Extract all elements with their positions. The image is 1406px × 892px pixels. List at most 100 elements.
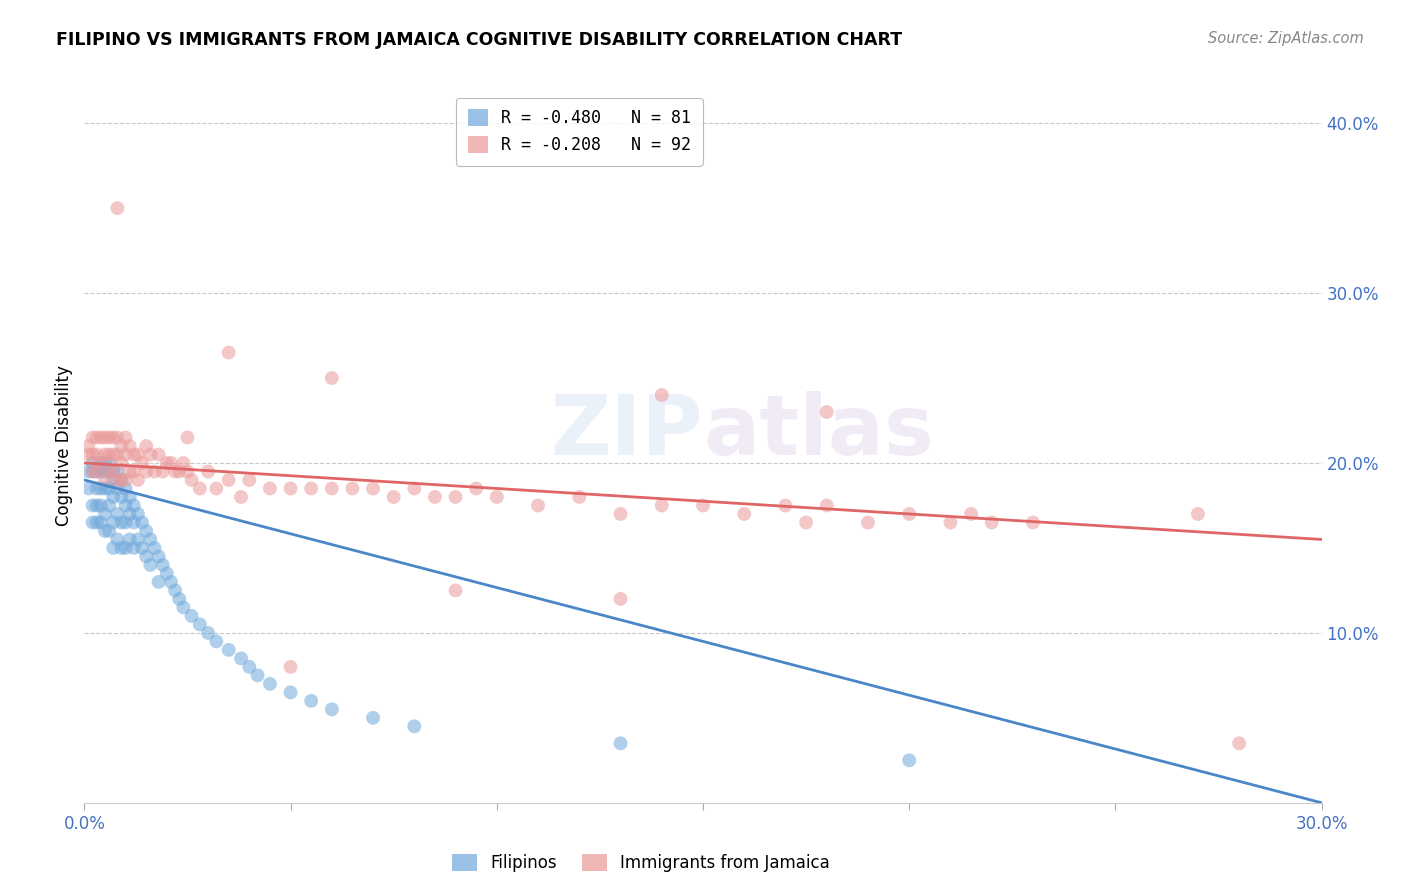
Point xyxy=(90,430,112,444)
Point xyxy=(156,456,179,470)
Point xyxy=(118,439,141,453)
Point xyxy=(229,651,252,665)
Point xyxy=(98,499,121,513)
Point xyxy=(856,516,879,530)
Point xyxy=(485,490,508,504)
Point xyxy=(651,499,673,513)
Point xyxy=(98,465,121,479)
Point xyxy=(94,473,117,487)
Point xyxy=(122,499,145,513)
Point xyxy=(172,600,194,615)
Point xyxy=(77,448,100,462)
Point xyxy=(188,482,211,496)
Point xyxy=(148,574,170,589)
Point xyxy=(94,465,117,479)
Point xyxy=(197,626,219,640)
Point xyxy=(218,345,240,359)
Point xyxy=(1022,516,1045,530)
Point xyxy=(131,456,153,470)
Point xyxy=(139,558,162,572)
Point xyxy=(122,448,145,462)
Text: FILIPINO VS IMMIGRANTS FROM JAMAICA COGNITIVE DISABILITY CORRELATION CHART: FILIPINO VS IMMIGRANTS FROM JAMAICA COGN… xyxy=(56,31,903,49)
Point xyxy=(775,499,797,513)
Point xyxy=(103,490,125,504)
Point xyxy=(103,473,125,487)
Point xyxy=(143,465,166,479)
Point xyxy=(527,499,550,513)
Point xyxy=(103,541,125,555)
Point xyxy=(86,516,108,530)
Point xyxy=(103,448,125,462)
Point xyxy=(444,490,467,504)
Point xyxy=(939,516,962,530)
Point xyxy=(898,753,921,767)
Point xyxy=(135,439,157,453)
Point xyxy=(160,456,183,470)
Point xyxy=(135,524,157,538)
Point xyxy=(321,371,343,385)
Point xyxy=(114,541,136,555)
Point xyxy=(118,507,141,521)
Point xyxy=(205,634,228,648)
Point xyxy=(165,583,187,598)
Point xyxy=(98,465,121,479)
Point xyxy=(1187,507,1209,521)
Point xyxy=(94,507,117,521)
Point xyxy=(167,591,190,606)
Point xyxy=(815,405,838,419)
Point xyxy=(127,533,149,547)
Point xyxy=(609,736,631,750)
Point xyxy=(98,448,121,462)
Point xyxy=(103,465,125,479)
Point xyxy=(794,516,817,530)
Point xyxy=(280,660,302,674)
Point xyxy=(299,694,322,708)
Point xyxy=(110,473,132,487)
Text: ZIP: ZIP xyxy=(551,392,703,472)
Point xyxy=(609,507,631,521)
Point xyxy=(180,473,202,487)
Point xyxy=(176,430,198,444)
Point xyxy=(82,465,104,479)
Point xyxy=(94,448,117,462)
Point xyxy=(280,685,302,699)
Point xyxy=(114,430,136,444)
Point xyxy=(94,430,117,444)
Point xyxy=(114,448,136,462)
Point xyxy=(980,516,1002,530)
Point xyxy=(90,482,112,496)
Point xyxy=(103,516,125,530)
Point xyxy=(131,541,153,555)
Point xyxy=(122,465,145,479)
Point xyxy=(238,660,260,674)
Point xyxy=(218,643,240,657)
Point xyxy=(139,448,162,462)
Point xyxy=(342,482,364,496)
Point xyxy=(259,677,281,691)
Point xyxy=(98,482,121,496)
Point xyxy=(321,482,343,496)
Point xyxy=(139,533,162,547)
Point xyxy=(90,465,112,479)
Legend: Filipinos, Immigrants from Jamaica: Filipinos, Immigrants from Jamaica xyxy=(444,846,838,880)
Point xyxy=(122,516,145,530)
Point xyxy=(86,430,108,444)
Point xyxy=(404,482,426,496)
Point xyxy=(127,448,149,462)
Point xyxy=(114,482,136,496)
Point xyxy=(238,473,260,487)
Point xyxy=(90,456,112,470)
Point xyxy=(82,430,104,444)
Point xyxy=(82,499,104,513)
Point xyxy=(229,490,252,504)
Point xyxy=(692,499,714,513)
Point xyxy=(105,473,128,487)
Point xyxy=(110,456,132,470)
Point xyxy=(167,465,190,479)
Point xyxy=(98,430,121,444)
Point xyxy=(382,490,405,504)
Point xyxy=(114,499,136,513)
Point xyxy=(110,541,132,555)
Point xyxy=(86,482,108,496)
Point xyxy=(568,490,591,504)
